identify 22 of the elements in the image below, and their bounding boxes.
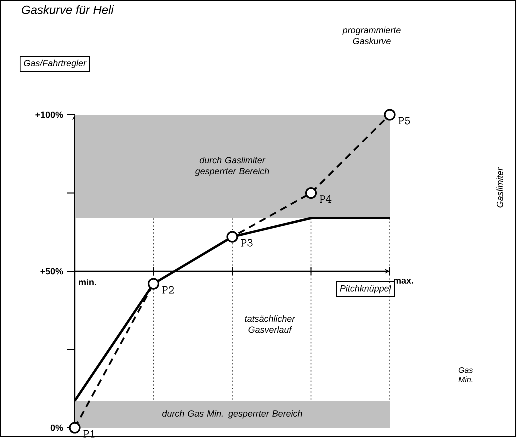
data-label: P2 [162,286,174,294]
point [148,278,160,290]
y-axis-title: Gas/Fahrtregler [24,60,87,68]
x-tick-label: min. [79,279,96,286]
chart-title: Gaskurve für Heli [22,6,114,14]
data-label: P3 [241,239,253,247]
text: Gaslimiter [496,168,504,208]
text: programmierte Gaskurve [342,26,401,44]
point [384,109,396,121]
band-label: durch Gas Min. gesperrter Bereich [162,410,302,419]
annotation: tatsächlicher Gasverlauf [245,316,296,334]
point [305,187,318,200]
point [226,231,238,243]
y-tick-label: +50% [40,268,64,275]
band-label: durch Gaslimiter gesperrter Bereich [195,156,270,176]
x-tick-label: max. [394,279,414,284]
x-axis-title: Pitchknüppel [340,285,392,294]
data-label: P5 [398,117,410,125]
point [69,422,81,434]
y-tick-label: 0% [50,424,64,432]
data-label: P4 [320,195,332,203]
y-tick-label: +100% [36,112,64,118]
